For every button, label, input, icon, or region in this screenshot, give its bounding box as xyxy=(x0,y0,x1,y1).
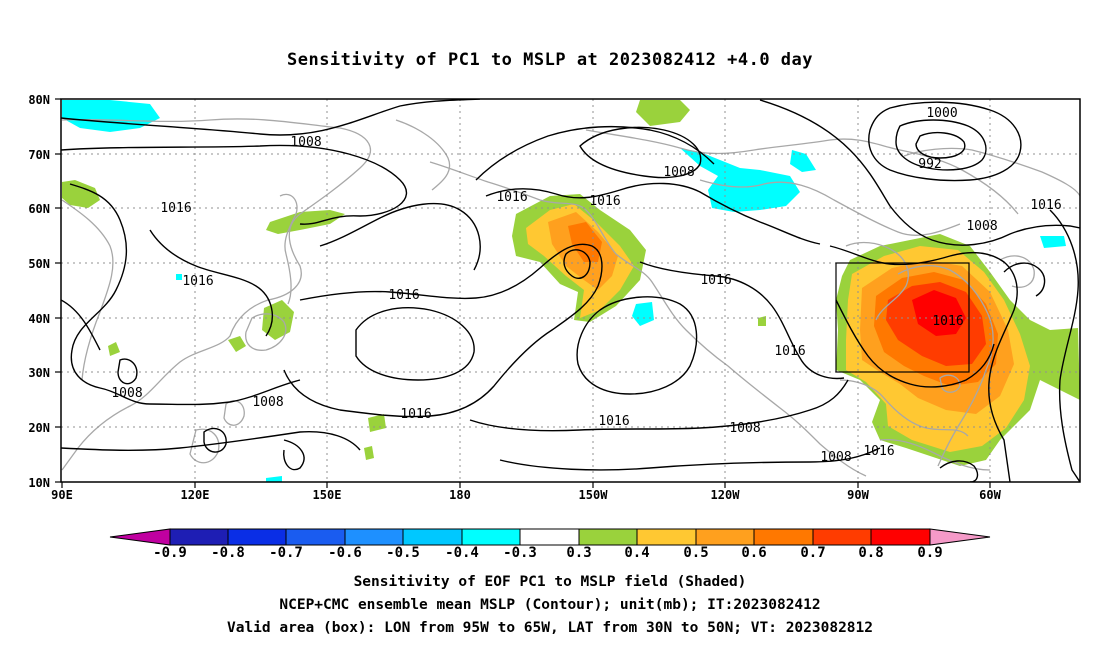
lat-lon-gridlines xyxy=(61,99,1080,482)
lon-label: 60W xyxy=(979,488,1001,502)
colorbar-cell xyxy=(461,528,521,546)
lat-label: 80N xyxy=(28,93,50,107)
colorbar-label: -0.4 xyxy=(445,545,479,561)
caption-valid-area: Valid area (box): LON from 95W to 65W, L… xyxy=(226,620,873,636)
colorbar-right-arrow xyxy=(929,528,991,546)
colorbar-label: -0.6 xyxy=(328,545,362,561)
lat-label: 70N xyxy=(28,148,50,162)
lat-label: 10N xyxy=(28,476,50,490)
lon-label: 120E xyxy=(181,488,210,502)
colorbar-cell xyxy=(812,528,872,546)
contour-label: 1008 xyxy=(729,421,760,436)
contour-label: 1000 xyxy=(926,106,957,121)
contour-labels: 1008 1016 1016 1016 1008 1008 1016 1016 … xyxy=(111,106,1061,465)
lon-label: 150W xyxy=(579,488,609,502)
lat-label: 20N xyxy=(28,421,50,435)
contour-label: 1016 xyxy=(700,273,731,288)
lat-label: 60N xyxy=(28,202,50,216)
contour-label: 1016 xyxy=(932,314,963,329)
contour-label: 1016 xyxy=(182,274,213,289)
colorbar-label: 0.8 xyxy=(858,545,883,561)
colorbar-label: 0.4 xyxy=(624,545,649,561)
colorbar-cell xyxy=(753,528,814,546)
contour-label: 1008 xyxy=(820,450,851,465)
contour-label: 1016 xyxy=(400,407,431,422)
mslp-contours xyxy=(61,99,1080,482)
contour-label: 1016 xyxy=(863,444,894,459)
colorbar-label: -0.9 xyxy=(153,545,187,561)
contour-label: 1016 xyxy=(160,201,191,216)
lat-label: 50N xyxy=(28,257,50,271)
latitude-labels: 80N 70N 60N 50N 40N 30N 20N 10N xyxy=(28,93,50,490)
contour-label: 1016 xyxy=(598,414,629,429)
colorbar-label: 0.5 xyxy=(683,545,708,561)
caption-shading: Sensitivity of EOF PC1 to MSLP field (Sh… xyxy=(353,574,747,590)
colorbar-cell xyxy=(636,528,697,546)
colorbar: -0.9 -0.8 -0.7 -0.6 -0.5 -0.4 -0.3 0.3 0… xyxy=(109,528,991,561)
axis-ticks xyxy=(55,98,991,488)
contour-label: 1008 xyxy=(252,395,283,410)
lat-label: 30N xyxy=(28,366,50,380)
colorbar-left-arrow xyxy=(109,528,171,546)
colorbar-label: -0.3 xyxy=(503,545,537,561)
contour-label: 1016 xyxy=(388,288,419,303)
colorbar-cell xyxy=(227,528,287,546)
colorbar-cell xyxy=(578,528,638,546)
lon-label: 180 xyxy=(449,488,471,502)
contour-label: 1008 xyxy=(663,165,694,180)
contour-label: 1008 xyxy=(290,135,321,150)
lon-label: 90E xyxy=(51,488,73,502)
contour-label: 1008 xyxy=(111,386,142,401)
contour-label: 1016 xyxy=(1030,198,1061,213)
colorbar-cell xyxy=(402,528,463,546)
colorbar-cell xyxy=(169,528,229,546)
colorbar-label: -0.7 xyxy=(269,545,303,561)
colorbar-label: -0.5 xyxy=(386,545,420,561)
colorbar-label: 0.3 xyxy=(566,545,591,561)
contour-label: 992 xyxy=(918,157,941,172)
shading-positive-red xyxy=(912,290,966,336)
lon-label: 120W xyxy=(711,488,741,502)
lon-label: 150E xyxy=(313,488,342,502)
colorbar-label: 0.7 xyxy=(800,545,825,561)
colorbar-cell xyxy=(285,528,346,546)
chart-title: Sensitivity of PC1 to MSLP at 2023082412… xyxy=(286,50,813,70)
lon-label: 90W xyxy=(847,488,869,502)
contour-label: 1016 xyxy=(774,344,805,359)
longitude-labels: 90E 120E 150E 180 150W 120W 90W 60W xyxy=(51,488,1001,502)
lat-label: 40N xyxy=(28,312,50,326)
caption-contour: NCEP+CMC ensemble mean MSLP (Contour); u… xyxy=(279,597,821,613)
colorbar-label: 0.9 xyxy=(917,545,942,561)
colorbar-cell xyxy=(695,528,755,546)
map-frame xyxy=(60,98,1081,483)
contour-label: 1008 xyxy=(966,219,997,234)
contour-label: 1016 xyxy=(496,190,527,205)
colorbar-label: -0.8 xyxy=(211,545,245,561)
valid-area-box xyxy=(835,262,970,373)
colorbar-cell xyxy=(870,528,931,546)
colorbar-label: 0.6 xyxy=(741,545,766,561)
colorbar-cell xyxy=(344,528,404,546)
colorbar-cell xyxy=(519,528,580,546)
contour-label: 1016 xyxy=(589,194,620,209)
coastlines xyxy=(61,118,1080,477)
